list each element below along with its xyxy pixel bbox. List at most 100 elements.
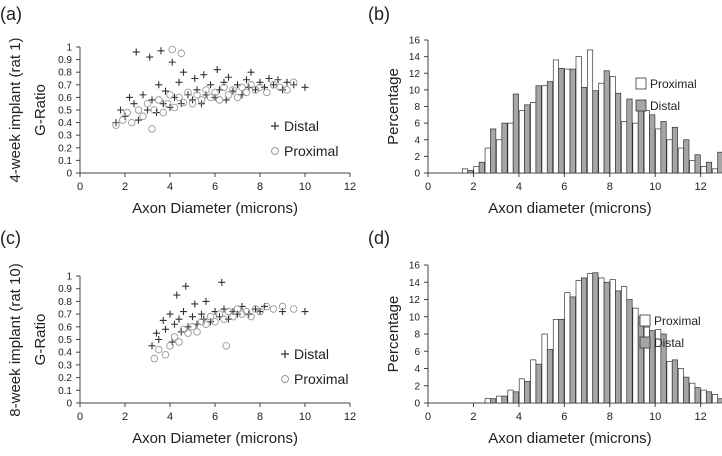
data-point-distal bbox=[256, 78, 264, 86]
bar-distal bbox=[512, 93, 519, 174]
data-point-distal bbox=[301, 83, 309, 91]
bar-distal bbox=[535, 85, 542, 174]
data-point-proximal bbox=[193, 328, 201, 336]
data-point-distal bbox=[225, 73, 232, 81]
y-tick-label: 1 bbox=[66, 43, 72, 54]
data-point-distal bbox=[202, 297, 210, 305]
y-tick-label: 4 bbox=[414, 364, 420, 375]
data-point-distal bbox=[265, 75, 273, 82]
bar-distal bbox=[671, 126, 678, 174]
x-tick-label: 2 bbox=[470, 181, 476, 193]
bar-proximal bbox=[655, 128, 662, 174]
x-tick-label: 2 bbox=[470, 411, 476, 423]
y-tick-label: 4 bbox=[414, 135, 420, 146]
data-point-proximal bbox=[188, 323, 197, 331]
y-tick-label: 0 bbox=[66, 169, 72, 180]
data-point-proximal bbox=[222, 342, 230, 350]
y-tick-label: 2 bbox=[414, 381, 420, 392]
data-point-distal bbox=[157, 47, 165, 55]
y-tick-label: 0.5 bbox=[58, 335, 72, 346]
bar-distal bbox=[501, 395, 508, 404]
data-point-distal bbox=[162, 325, 169, 333]
x-tick-label: 0 bbox=[77, 181, 83, 193]
bar-distal bbox=[660, 121, 667, 174]
data-point-proximal bbox=[150, 106, 158, 114]
data-point-proximal bbox=[150, 354, 158, 363]
data-point-proximal bbox=[202, 86, 210, 94]
bar-proximal bbox=[677, 147, 684, 174]
data-point-proximal bbox=[161, 350, 170, 359]
x-axis-title: Axon diameter (microns) bbox=[488, 200, 651, 217]
data-point-proximal bbox=[188, 99, 197, 108]
y-tick-label: 0 bbox=[414, 169, 420, 180]
y-tick-label: 0.6 bbox=[58, 93, 72, 104]
bar-distal bbox=[512, 391, 519, 404]
bar-proximal bbox=[564, 292, 571, 404]
y-tick-label: 2 bbox=[414, 152, 420, 163]
data-point-distal bbox=[173, 291, 181, 299]
data-point-distal bbox=[130, 100, 138, 108]
data-point-distal bbox=[166, 103, 174, 111]
data-point-proximal bbox=[134, 106, 143, 114]
data-point-proximal bbox=[283, 86, 291, 94]
y-tick-label: 0.6 bbox=[58, 322, 72, 333]
x-tick-label: 8 bbox=[607, 411, 613, 423]
data-point-distal bbox=[148, 342, 156, 350]
data-point-proximal bbox=[148, 125, 156, 133]
bar-distal bbox=[694, 387, 701, 404]
data-point-proximal bbox=[159, 108, 167, 117]
data-point-proximal bbox=[197, 317, 206, 326]
bar-distal bbox=[546, 81, 554, 174]
y-tick-label: 0.3 bbox=[58, 131, 72, 142]
y-tick-label: 0.2 bbox=[58, 143, 72, 154]
bar-proximal bbox=[711, 168, 719, 174]
data-point-proximal bbox=[276, 83, 285, 92]
y-tick-label: 8 bbox=[414, 102, 420, 113]
y-tick-label: 14 bbox=[409, 52, 421, 63]
y-tick-label: 0.7 bbox=[58, 80, 72, 91]
bar-proximal bbox=[496, 395, 503, 404]
data-point-proximal bbox=[238, 83, 246, 92]
data-point-proximal bbox=[238, 310, 246, 318]
panel-label: (a) bbox=[0, 4, 22, 24]
bar-proximal bbox=[609, 279, 616, 404]
y-tick-label: 0.4 bbox=[58, 118, 72, 129]
bar-distal bbox=[637, 316, 644, 404]
data-point-proximal bbox=[166, 91, 174, 99]
data-point-proximal bbox=[206, 93, 215, 102]
data-point-proximal bbox=[263, 88, 271, 97]
data-point-distal bbox=[180, 308, 187, 316]
bar-distal bbox=[581, 277, 588, 404]
bar-proximal bbox=[609, 76, 616, 174]
data-point-proximal bbox=[224, 91, 233, 99]
y-tick-label: 10 bbox=[409, 85, 421, 96]
data-point-proximal bbox=[168, 45, 176, 54]
bar-proximal bbox=[507, 389, 514, 404]
bar-proximal bbox=[530, 359, 537, 404]
bar-distal bbox=[683, 139, 690, 174]
y-tick-label: 0.1 bbox=[58, 386, 72, 397]
y-tick-label: 0.1 bbox=[58, 156, 72, 167]
data-point-distal bbox=[177, 100, 185, 108]
legend-label-proximal: Proximal bbox=[654, 314, 701, 328]
data-point-proximal bbox=[269, 305, 278, 313]
data-point-distal bbox=[220, 78, 228, 86]
data-point-proximal bbox=[251, 86, 260, 94]
bar-proximal bbox=[518, 378, 525, 404]
bar-distal bbox=[626, 98, 633, 174]
y-tick-label: 6 bbox=[414, 119, 420, 130]
bar-distal bbox=[478, 161, 485, 174]
data-point-proximal bbox=[163, 99, 172, 108]
data-point-proximal bbox=[193, 91, 201, 99]
x-tick-label: 10 bbox=[649, 411, 661, 423]
data-point-proximal bbox=[170, 103, 179, 112]
bar-proximal bbox=[564, 68, 571, 174]
y-tick-label: 12 bbox=[409, 295, 421, 306]
data-point-distal bbox=[121, 112, 129, 120]
bar-distal bbox=[490, 128, 497, 174]
bar-distal bbox=[592, 90, 599, 174]
data-point-proximal bbox=[269, 81, 278, 89]
legend-label-distal: Distal bbox=[650, 99, 680, 113]
bar-proximal bbox=[700, 389, 707, 404]
bar-distal bbox=[501, 122, 508, 174]
